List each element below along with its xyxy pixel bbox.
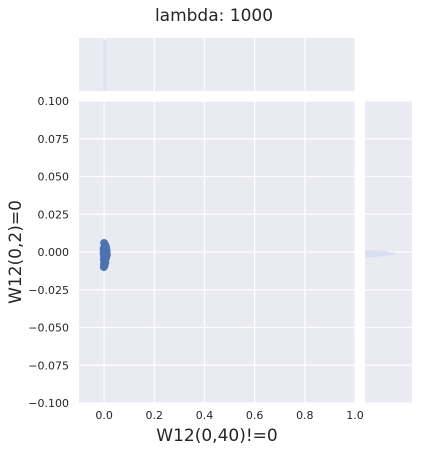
y-tick-label: 0.050 xyxy=(38,171,70,184)
y-tick-label: 0.100 xyxy=(38,95,70,108)
x-tick-label: 1.0 xyxy=(346,409,364,422)
x-tick-labels: 0.0 0.2 0.4 0.6 0.8 1.0 xyxy=(95,409,363,422)
y-tick-label: −0.075 xyxy=(28,359,69,372)
x-axis-label: W12(0,40)!=0 xyxy=(156,426,277,446)
y-tick-label: −0.050 xyxy=(28,322,69,335)
x-tick-label: 0.4 xyxy=(196,409,214,422)
x-tick-label: 0.8 xyxy=(296,409,314,422)
y-tick-label: −0.025 xyxy=(28,284,69,297)
top-marginal-background xyxy=(79,38,355,91)
chart-title: lambda: 1000 xyxy=(155,6,273,26)
top-marginal-panel xyxy=(79,38,355,91)
main-plot-panel xyxy=(79,101,355,403)
y-tick-label: 0.075 xyxy=(38,133,70,146)
y-tick-label: −0.100 xyxy=(28,397,69,410)
x-tick-label: 0.2 xyxy=(146,409,164,422)
top-marginal-density xyxy=(103,40,106,91)
scatter-point xyxy=(100,245,108,253)
y-axis-label: W12(0,2)=0 xyxy=(6,200,26,304)
y-tick-label: 0.000 xyxy=(38,246,70,259)
y-tick-label: 0.025 xyxy=(38,208,70,221)
right-marginal-panel xyxy=(365,101,412,403)
x-tick-label: 0.6 xyxy=(246,409,264,422)
x-tick-label: 0.0 xyxy=(95,409,113,422)
scatter-point xyxy=(100,263,108,271)
y-tick-labels: 0.100 0.075 0.050 0.025 0.000 −0.025 −0.050 −0.… xyxy=(28,95,69,410)
